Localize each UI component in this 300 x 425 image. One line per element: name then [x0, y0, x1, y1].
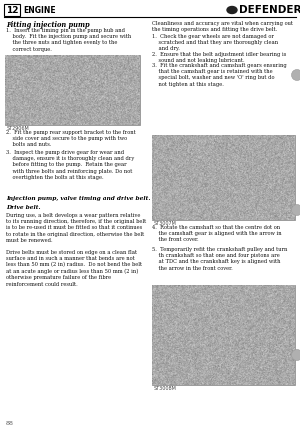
Bar: [4, 4, 20, 16]
Text: ENGINE: ENGINE: [23, 6, 56, 14]
Ellipse shape: [227, 6, 237, 14]
Text: 5.  Temporarily refit the crankshaft pulley and turn
    th crankshaft so that o: 5. Temporarily refit the crankshaft pull…: [152, 247, 287, 271]
Circle shape: [292, 70, 300, 80]
Text: 12: 12: [6, 6, 18, 14]
Bar: [152, 135, 295, 220]
Text: ST3008M: ST3008M: [154, 386, 177, 391]
Circle shape: [292, 204, 300, 215]
Circle shape: [292, 349, 300, 360]
Text: Drive belts must be stored on edge on a clean flat
surface and in such a manner : Drive belts must be stored on edge on a …: [6, 250, 142, 286]
Text: Injection pump, valve timing and drive belt.: Injection pump, valve timing and drive b…: [6, 196, 150, 201]
Text: 4.  Rotate the camshaft so that the centre dot on
    the camshaft gear is align: 4. Rotate the camshaft so that the centr…: [152, 225, 282, 242]
Text: 3.  Fit the crankshaft and camshaft gears ensuring
    that the camshaft gear is: 3. Fit the crankshaft and camshaft gears…: [152, 63, 287, 87]
Text: Cleanliness and accuracy are vital when carrying out
the timing operations and f: Cleanliness and accuracy are vital when …: [152, 21, 293, 32]
Bar: [152, 285, 295, 385]
Text: 1.  Check the gear wheels are not damaged or
    scratched and that they are tho: 1. Check the gear wheels are not damaged…: [152, 34, 278, 51]
Text: DEFENDER: DEFENDER: [239, 5, 300, 15]
Text: 2.  Fit the pump rear support bracket to the front
    side cover and secure to : 2. Fit the pump rear support bracket to …: [6, 130, 136, 147]
Text: 1.  Insert the timing pin in the pump hub and
    body.  Fit the injection pump : 1. Insert the timing pin in the pump hub…: [6, 28, 131, 51]
Bar: [5, 55, 140, 125]
Text: ST2906M: ST2906M: [7, 126, 30, 131]
Text: 88: 88: [6, 421, 14, 425]
Text: 2.  Ensure that the belt adjustment idler bearing is
    sound and not leaking l: 2. Ensure that the belt adjustment idler…: [152, 52, 286, 63]
Text: ST3007M: ST3007M: [154, 221, 177, 226]
Text: During use, a belt develops a wear pattern relative
to its running direction, th: During use, a belt develops a wear patte…: [6, 213, 146, 243]
Text: Fitting injection pump: Fitting injection pump: [6, 21, 90, 29]
Text: 3.  Inspect the pump drive gear for wear and
    damage, ensure it is thoroughly: 3. Inspect the pump drive gear for wear …: [6, 150, 134, 180]
Text: Drive belt.: Drive belt.: [6, 205, 40, 210]
